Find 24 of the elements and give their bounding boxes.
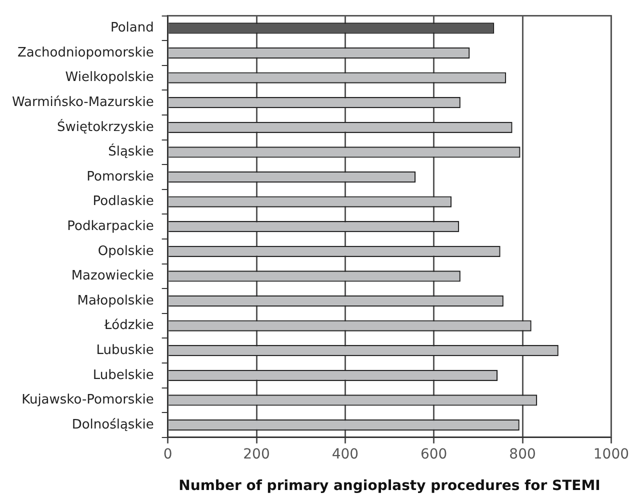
y-tick-label: Wielkopolskie [65,70,154,86]
x-tick-label: 800 [509,446,536,462]
y-tick-label: Mazowieckie [71,268,154,284]
y-tick-label: Dolnośląskie [72,417,154,432]
y-tick-label: Zachodniopomorskie [17,45,154,60]
y-tick-label: Lubelskie [92,368,154,383]
y-tick-label: Podlaskie [92,194,154,210]
y-tick-label: Śląskie [108,142,154,160]
y-tick-label: Pomorskie [86,169,154,184]
x-tick-label: 1000 [593,446,630,462]
x-tick-label: 200 [243,446,270,462]
y-tick-label: Poland [110,20,154,36]
y-tick-label: Warmińsko-Mazurskie [12,94,154,110]
y-tick-label: Łódzkie [103,318,154,334]
x-tick-label: 0 [163,446,172,462]
x-tick-label: 400 [332,446,359,462]
x-axis-title: Number of primary angioplasty procedures for STEMI [178,478,600,494]
y-tick-label: Podkarpackie [67,218,154,234]
y-tick-label: Świętokrzyskie [56,118,154,135]
y-tick-label: Małopolskie [77,293,154,308]
x-tick-label: 600 [420,446,448,462]
y-tick-label: Kujawsko-Pomorskie [22,392,154,408]
y-tick-label: Opolskie [98,244,154,259]
y-tick-label: Lubuskie [96,342,154,358]
